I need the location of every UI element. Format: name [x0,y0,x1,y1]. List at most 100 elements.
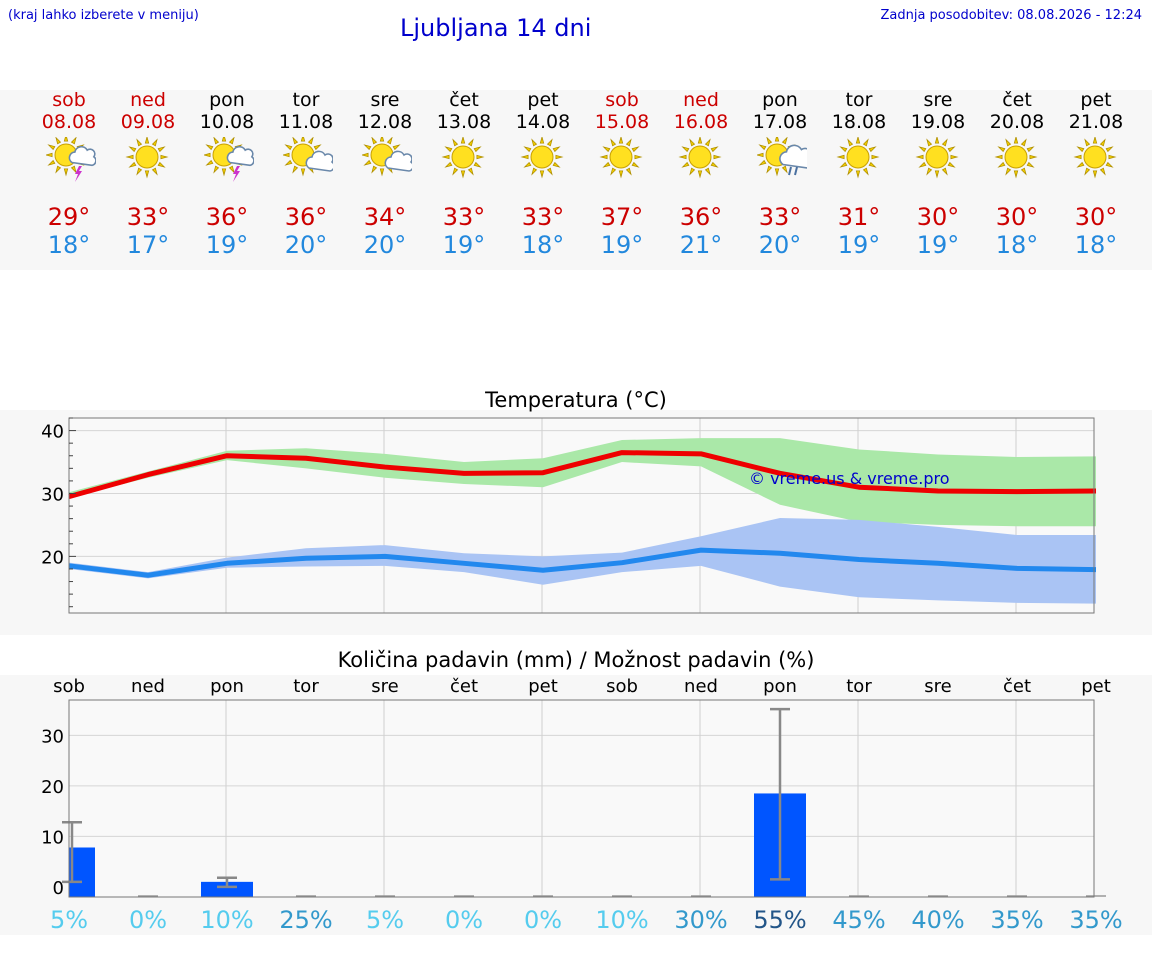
precipitation-probability: 30% [674,906,727,934]
day-column: čet 20.08 30° 18° [978,89,1057,259]
max-temperature: 30° [916,203,960,231]
day-date: 13.08 [436,111,492,133]
day-column: tor 11.08 36° 20° [267,89,346,259]
last-update: Zadnja posodobitev: 08.08.2026 - 12:24 [880,8,1142,23]
day-column: sob 08.08 29° 18° [30,89,109,259]
precipitation-probability: 40% [911,906,964,934]
precipitation-probability: 45% [832,906,885,934]
precipitation-chart-title: Količina padavin (mm) / Možnost padavin … [337,648,815,672]
plot-frame [68,417,1095,614]
max-temperature: 36° [679,203,723,231]
precipitation-probability: 0% [524,906,562,934]
precipitation-probability: 35% [990,906,1043,934]
day-date: 08.08 [41,111,97,133]
day-date: 15.08 [594,111,650,133]
precipitation-probability: 0% [129,906,167,934]
day-name: pet [527,89,559,111]
max-temperature: 33° [521,203,565,231]
max-temperature: 33° [442,203,486,231]
precipitation-chart: sob ned pon tor sre čet pet sob ned pon tor sre čet p… [41,676,1123,934]
day-name: sre [923,89,953,111]
day-name: pon [209,89,245,111]
min-temperature: 18° [521,231,565,259]
day-name: ned [130,89,166,111]
max-temperature: 36° [205,203,249,231]
precipitation-probability: 25% [279,906,332,934]
day-label: pon [210,676,244,697]
max-temperature: 34° [363,203,407,231]
day-name: tor [292,89,320,111]
page-title: Ljubljana 14 dni [400,14,592,42]
day-label: pet [1081,676,1111,697]
max-temperature: 37° [600,203,644,231]
day-name: sre [370,89,400,111]
day-date: 19.08 [910,111,966,133]
day-column: pet 14.08 33° 18° [504,89,583,259]
sun-icon [598,137,643,179]
sun-icon [440,137,485,179]
day-name: čet [449,89,479,111]
day-label: pon [763,676,797,697]
sun-icon [124,137,169,179]
day-date: 11.08 [278,111,334,133]
max-temperature: 30° [1074,203,1118,231]
day-label: sre [371,676,398,697]
day-date: 09.08 [120,111,176,133]
max-temperature: 29° [47,203,91,231]
temperature-chart: 20 30 40 © vreme.us & vreme.pro [41,417,1097,614]
day-column: ned 16.08 36° 21° [662,89,741,259]
day-column: pet 21.08 30° 18° [1057,89,1136,259]
day-label: sob [606,676,638,697]
day-column: tor 18.08 31° 19° [820,89,899,259]
day-name: pon [762,89,798,111]
max-temperature: 31° [837,203,881,231]
day-column: sre 12.08 34° 20° [346,89,425,259]
max-temperature: 33° [126,203,170,231]
precipitation-probability: 0% [445,906,483,934]
precipitation-probability: 10% [595,906,648,934]
min-temperature: 19° [205,231,249,259]
temperature-chart-title: Temperatura (°C) [485,388,667,412]
y-tick-label: 20 [41,547,64,568]
day-column: sob 15.08 37° 19° [583,89,662,259]
day-column: pon 17.08 33° 20° [741,89,820,259]
y-tick-label: 30 [41,726,64,747]
plot-frame [68,699,1095,898]
day-column: ned 09.08 33° 17° [109,89,188,259]
sun-cloud-icon [361,137,412,177]
day-name: čet [1002,89,1032,111]
y-tick-label: 40 [41,422,64,443]
day-label: tor [293,676,319,697]
day-date: 21.08 [1068,111,1124,133]
day-name: sob [605,89,639,111]
precipitation-probability: 5% [366,906,404,934]
sun-icon [914,137,959,179]
sun-cloud-icon [282,137,333,177]
max-temperature: 36° [284,203,328,231]
y-tick-label: 30 [41,484,64,505]
min-temperature: 20° [758,231,802,259]
day-name: pet [1080,89,1112,111]
day-label: ned [131,676,165,697]
min-temperature: 17° [126,231,170,259]
day-date: 16.08 [673,111,729,133]
sun-icon [835,137,880,179]
precipitation-bar [201,881,253,897]
min-temperature-range [69,518,1096,604]
min-temperature: 19° [916,231,960,259]
min-temperature-line [68,547,1097,578]
sun-icon [993,137,1038,179]
day-label: tor [846,676,872,697]
day-label: čet [450,676,478,697]
min-temperature: 20° [284,231,328,259]
sun-icon [677,137,722,179]
day-label: sre [924,676,951,697]
y-tick-label: 20 [41,777,64,798]
precipitation-bar [69,847,95,897]
max-temperature-line [68,450,1097,500]
day-label: sob [53,676,85,697]
day-date: 20.08 [989,111,1045,133]
min-temperature: 19° [837,231,881,259]
min-temperature: 19° [442,231,486,259]
forecast-band [0,90,1152,270]
